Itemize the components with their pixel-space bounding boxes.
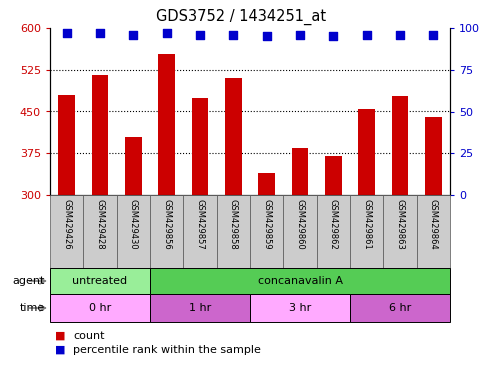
Bar xyxy=(350,195,384,268)
Bar xyxy=(158,54,175,195)
Bar xyxy=(125,137,142,195)
Bar xyxy=(50,195,84,268)
Bar xyxy=(217,195,250,268)
Text: GSM429428: GSM429428 xyxy=(96,199,104,249)
Bar xyxy=(325,156,341,195)
Bar xyxy=(292,148,308,195)
Bar xyxy=(184,195,217,268)
Point xyxy=(329,33,337,40)
Text: GDS3752 / 1434251_at: GDS3752 / 1434251_at xyxy=(156,8,327,25)
Bar xyxy=(258,173,275,195)
Text: GSM429863: GSM429863 xyxy=(396,199,404,250)
Text: GSM429859: GSM429859 xyxy=(262,199,271,249)
Bar xyxy=(350,294,450,322)
Text: count: count xyxy=(73,331,105,341)
Point xyxy=(263,33,270,40)
Point xyxy=(96,30,104,36)
Bar xyxy=(317,195,350,268)
Text: 1 hr: 1 hr xyxy=(189,303,211,313)
Bar xyxy=(250,195,284,268)
Text: ■: ■ xyxy=(55,331,65,341)
Bar xyxy=(225,78,242,195)
Bar xyxy=(50,294,150,322)
Text: GSM429856: GSM429856 xyxy=(162,199,171,249)
Text: concanavalin A: concanavalin A xyxy=(257,276,342,286)
Bar xyxy=(150,195,184,268)
Text: GSM429864: GSM429864 xyxy=(429,199,438,249)
Text: untreated: untreated xyxy=(72,276,128,286)
Text: GSM429860: GSM429860 xyxy=(296,199,304,249)
Text: GSM429858: GSM429858 xyxy=(229,199,238,249)
Bar xyxy=(417,195,450,268)
Bar xyxy=(150,268,450,294)
Bar xyxy=(58,95,75,195)
Bar xyxy=(250,294,350,322)
Text: 3 hr: 3 hr xyxy=(289,303,311,313)
Text: GSM429862: GSM429862 xyxy=(329,199,338,249)
Bar xyxy=(358,109,375,195)
Bar xyxy=(150,294,250,322)
Bar xyxy=(284,195,317,268)
Bar xyxy=(117,195,150,268)
Bar xyxy=(92,75,108,195)
Text: ■: ■ xyxy=(55,345,65,355)
Bar xyxy=(192,98,208,195)
Text: 6 hr: 6 hr xyxy=(389,303,411,313)
Point xyxy=(229,31,237,38)
Bar xyxy=(425,117,441,195)
Text: time: time xyxy=(20,303,45,313)
Bar xyxy=(84,195,117,268)
Bar xyxy=(50,268,150,294)
Text: GSM429426: GSM429426 xyxy=(62,199,71,249)
Point xyxy=(429,31,437,38)
Point xyxy=(63,30,71,36)
Point xyxy=(396,31,404,38)
Text: agent: agent xyxy=(13,276,45,286)
Text: GSM429430: GSM429430 xyxy=(129,199,138,249)
Bar xyxy=(384,195,417,268)
Point xyxy=(163,30,170,36)
Text: 0 hr: 0 hr xyxy=(89,303,111,313)
Point xyxy=(196,31,204,38)
Point xyxy=(129,31,137,38)
Point xyxy=(363,31,370,38)
Text: GSM429857: GSM429857 xyxy=(196,199,204,249)
Text: GSM429861: GSM429861 xyxy=(362,199,371,249)
Bar xyxy=(392,96,408,195)
Point xyxy=(296,31,304,38)
Text: percentile rank within the sample: percentile rank within the sample xyxy=(73,345,261,355)
